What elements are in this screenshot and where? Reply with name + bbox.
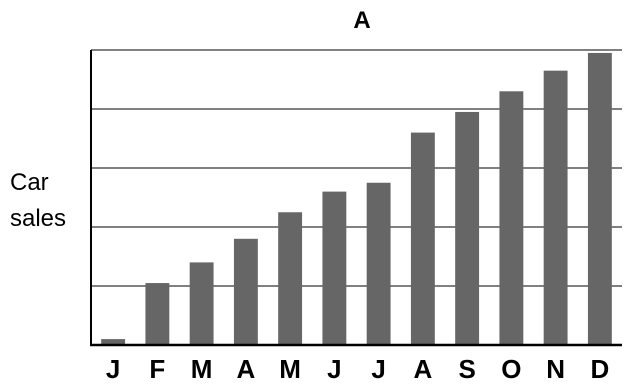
bar-7-j [366, 182, 391, 345]
bar-2-f [145, 283, 170, 345]
x-tick-label: A [236, 354, 255, 384]
axes [90, 50, 622, 347]
x-tick-label: F [149, 354, 165, 384]
x-tick-label: D [590, 354, 609, 384]
x-tick-label: A [413, 354, 432, 384]
x-tick-label: M [191, 354, 213, 384]
y-axis-label-line-1: Car [10, 169, 49, 196]
bar-4-a [233, 238, 258, 345]
bar-1-j [101, 339, 126, 345]
x-tick-label: O [501, 354, 521, 384]
bar-5-m [278, 212, 303, 345]
bar-10-o [499, 91, 524, 345]
gridlines [91, 49, 622, 287]
bar-12-d [587, 52, 612, 345]
bars [101, 52, 612, 346]
x-tick-label: J [106, 354, 120, 384]
bar-8-a [410, 132, 435, 345]
x-tick-label: S [458, 354, 475, 384]
x-tick-label: N [546, 354, 565, 384]
bar-6-j [322, 191, 347, 345]
bar-9-s [455, 111, 480, 345]
x-tick-label: J [371, 354, 385, 384]
bar-3-m [189, 262, 214, 345]
x-tick-label: J [327, 354, 341, 384]
chart-title: A [353, 7, 370, 34]
bar-11-n [543, 70, 568, 346]
y-axis-label-line-2: sales [10, 205, 66, 232]
x-tick-label: M [279, 354, 301, 384]
